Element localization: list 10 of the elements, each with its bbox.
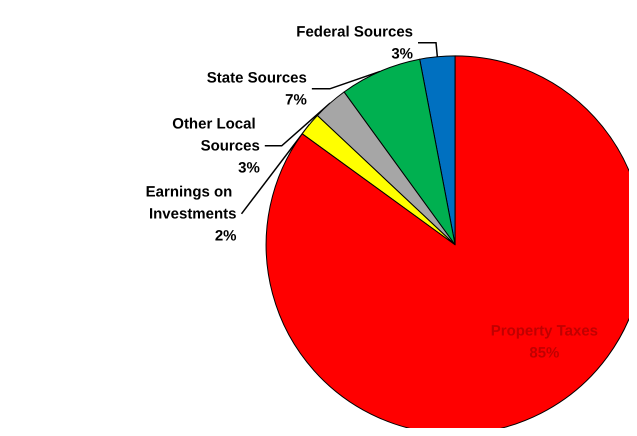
slice-label: State Sources	[206, 69, 307, 86]
data-label: 3%	[391, 45, 414, 62]
data-label: 85%	[529, 344, 560, 362]
slice-label: Federal Sources	[296, 23, 414, 40]
data-label: 2%	[214, 227, 237, 244]
slice-label: Earnings on Investments	[146, 183, 237, 222]
slice-label: Property Taxes	[490, 322, 598, 340]
data-label: 7%	[285, 91, 307, 108]
slice-label: Other Local Sources	[172, 115, 260, 154]
data-label: 3%	[238, 159, 260, 176]
